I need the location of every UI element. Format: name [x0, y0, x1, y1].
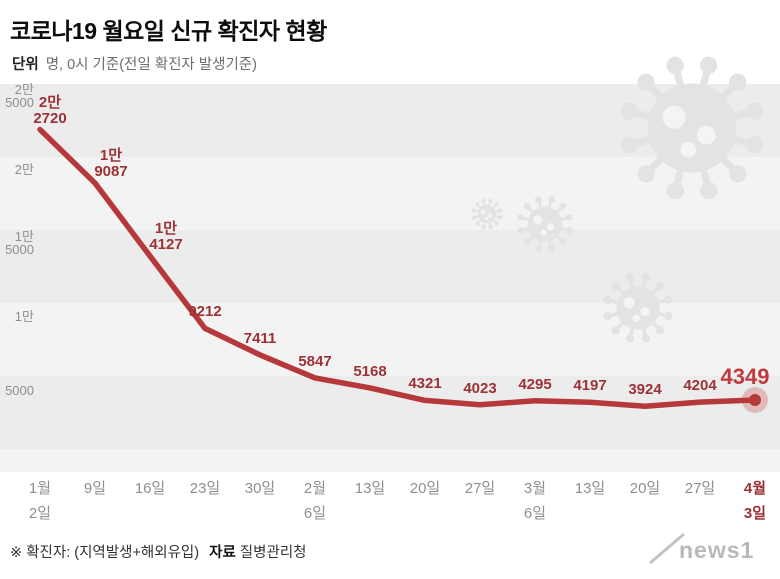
y-axis-label: 5000 [5, 382, 34, 398]
y-axis-label: 2만 5000 [5, 82, 34, 110]
x-axis-label: 9일 [83, 480, 107, 497]
x-axis-label: 13일 [574, 480, 606, 497]
y-axis-label: 1만 [14, 309, 34, 325]
value-label: 4197 [573, 377, 607, 395]
x-axis-label: 20일 [409, 480, 441, 497]
value-label: 4321 [408, 375, 442, 393]
x-axis-label: 2월 6일 [303, 480, 327, 522]
page-title: 코로나19 월요일 신규 확진자 현황 [10, 18, 327, 44]
x-axis-label: 27일 [464, 480, 496, 497]
value-label: 9212 [188, 303, 222, 321]
coronavirus-icon [620, 56, 764, 200]
coronavirus-icon [517, 196, 573, 252]
value-label: 4204 [683, 377, 717, 395]
x-axis-label: 1월 2일 [28, 480, 52, 522]
subtitle: 단위 명, 0시 기준(전일 확진자 발생기준) [12, 53, 257, 74]
last-point-marker [749, 393, 761, 406]
logo-text: news1 [679, 537, 754, 563]
footnote: ※ 확진자: (지역발생+해외유입) 자료 질병관리청 [10, 541, 307, 562]
value-label: 4023 [463, 379, 497, 397]
x-axis-label: 20일 [629, 480, 661, 497]
value-label: 4349 [720, 363, 770, 389]
value-label: 3924 [628, 381, 662, 399]
y-axis-label: 1만 5000 [5, 229, 34, 258]
value-label: 2만 2720 [33, 93, 67, 127]
coronavirus-icon [603, 273, 673, 343]
trend-line [37, 126, 758, 409]
x-axis-label: 13일 [354, 480, 386, 497]
value-label: 5847 [298, 352, 332, 370]
value-label: 7411 [243, 329, 277, 347]
logo-slash-icon [649, 532, 685, 565]
value-label: 4295 [518, 375, 552, 393]
x-axis-label: 16일 [134, 480, 166, 497]
value-label: 5168 [353, 362, 387, 380]
value-label: 1만 9087 [94, 147, 128, 181]
footnote-text: ※ 확진자: (지역발생+해외유입) [10, 545, 200, 561]
unit-label: 단위 [12, 57, 39, 73]
news1-logo: news1 [648, 532, 770, 571]
y-axis-label: 2만 [14, 162, 34, 178]
x-axis-label: 27일 [684, 480, 716, 497]
source-value: 질병관리청 [239, 545, 307, 561]
source-label: 자료 [209, 545, 236, 561]
unit-desc: 명, 0시 기준(전일 확진자 발생기준) [45, 57, 257, 73]
x-axis-label: 23일 [189, 480, 221, 497]
value-label: 1만 4127 [149, 220, 183, 254]
x-axis-label: 4월 3일 [743, 480, 767, 522]
x-axis-label: 3월 6일 [523, 480, 547, 522]
coronavirus-icon [471, 198, 503, 230]
x-axis-label: 30일 [244, 480, 276, 497]
